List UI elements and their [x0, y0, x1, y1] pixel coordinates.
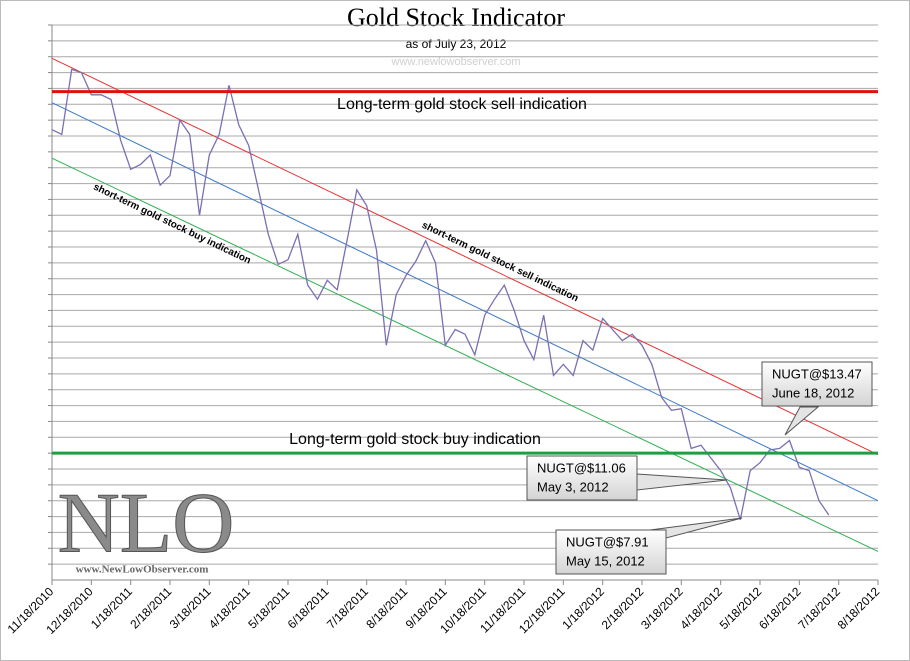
- trend-line: [51, 157, 879, 552]
- trend-line: [51, 102, 879, 502]
- callout-text: NUGT@$13.47: [772, 366, 862, 381]
- reference-label: Long-term gold stock buy indication: [289, 431, 541, 448]
- callout-text: May 3, 2012: [537, 479, 609, 494]
- callout-box: [555, 529, 667, 575]
- reference-label: Long-term gold stock sell indication: [337, 96, 587, 113]
- chart-title: Gold Stock Indicator: [347, 3, 565, 32]
- callout-text: NUGT@$11.06: [537, 460, 626, 475]
- watermark: www.newlowobserver.com: [391, 56, 521, 68]
- callout-box: [526, 455, 638, 501]
- price-line: [51, 68, 830, 520]
- callout-box: [761, 361, 873, 407]
- chart-subtitle: as of July 23, 2012: [406, 37, 507, 51]
- callout-text: May 15, 2012: [566, 553, 645, 568]
- callout-text: NUGT@$7.91: [566, 534, 649, 549]
- callout-pointer: [784, 406, 820, 436]
- callout-text: June 18, 2012: [772, 385, 854, 400]
- logo: NLO: [58, 475, 235, 571]
- logo-url: www.NewLowObserver.com: [76, 564, 209, 576]
- trend-line: [51, 57, 879, 456]
